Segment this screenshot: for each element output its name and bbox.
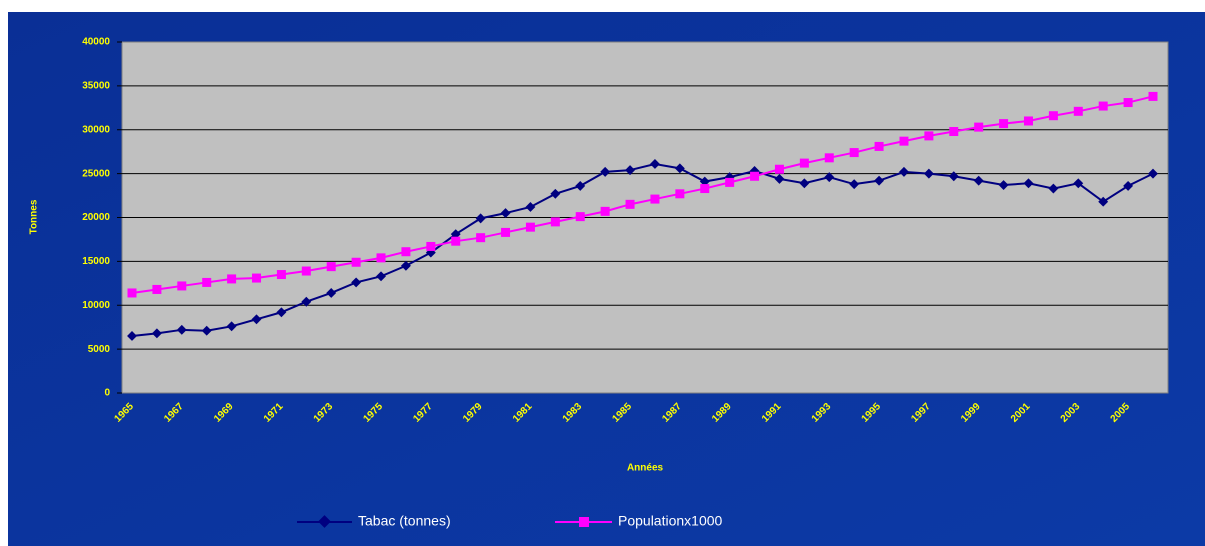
marker [550,188,561,199]
marker [1023,178,1034,189]
marker [824,172,835,183]
marker [475,213,486,224]
marker [326,288,337,298]
marker [774,164,784,174]
marker [376,271,386,282]
marker [699,176,710,187]
marker [400,260,411,271]
marker [525,222,535,232]
marker [251,314,262,325]
y-tick-label: 15000 [82,256,110,267]
y-tick-label: 25000 [82,168,110,179]
marker [451,236,461,246]
marker [899,166,909,177]
legend-label: Tabac (tonnes) [358,513,451,529]
y-tick-label: 35000 [82,81,110,92]
marker [923,168,934,179]
marker [1098,101,1108,111]
marker [127,288,137,298]
marker [550,217,560,227]
marker [326,262,336,272]
marker [500,208,511,219]
marker [426,241,436,251]
y-tick-label: 40000 [82,37,110,48]
marker [1048,111,1058,121]
y-tick-label: 10000 [82,300,110,311]
legend: Tabac (tonnes) Populationx1000 [297,513,723,529]
marker [1098,196,1109,207]
marker [849,179,860,190]
y-tick-label: 30000 [82,124,110,135]
marker [874,175,885,186]
marker [476,233,486,243]
marker [301,296,312,307]
legend-marker [579,517,589,527]
marker [401,247,411,257]
marker [600,166,611,177]
marker [351,257,361,267]
marker [152,284,162,294]
marker [177,281,187,291]
y-tick-label: 0 [104,388,110,399]
marker [774,173,785,184]
marker [948,171,959,182]
y-tick-label: 5000 [88,344,111,355]
marker [949,127,959,137]
marker [525,202,536,212]
marker [799,158,809,168]
marker [600,206,610,216]
marker [575,180,586,191]
marker [674,163,685,174]
marker [1148,168,1158,179]
marker [127,331,137,341]
marker [575,212,585,222]
legend-label: Populationx1000 [618,513,723,529]
marker [1023,116,1033,126]
marker [226,321,237,332]
marker [625,165,635,176]
marker [899,136,909,146]
marker [999,119,1009,129]
marker [151,328,162,339]
marker [650,194,660,204]
marker [376,253,386,263]
marker [824,153,834,163]
marker [276,270,286,280]
marker [924,131,934,141]
marker [201,325,212,336]
marker [276,307,287,318]
marker [351,277,362,288]
y-tick-label: 20000 [82,212,110,223]
marker [973,175,984,186]
marker [1123,98,1133,108]
y-axis-label: Tonnes [29,199,40,234]
x-axis-label: Années [627,463,664,474]
marker [227,274,237,284]
marker [998,180,1009,190]
marker [799,178,810,189]
marker [700,184,710,194]
marker [1148,91,1158,101]
marker [874,141,884,151]
marker [450,229,461,240]
marker [650,159,660,169]
marker [1073,106,1083,116]
marker [1123,180,1134,191]
marker [750,171,760,181]
marker [1048,183,1059,194]
marker [974,122,984,132]
marker [301,266,311,276]
marker [1073,178,1084,189]
marker [675,189,685,199]
marker [176,324,187,335]
marker [725,177,735,187]
marker [252,273,262,283]
marker [849,148,859,158]
marker [501,227,511,237]
marker [625,199,635,209]
marker [202,277,212,287]
